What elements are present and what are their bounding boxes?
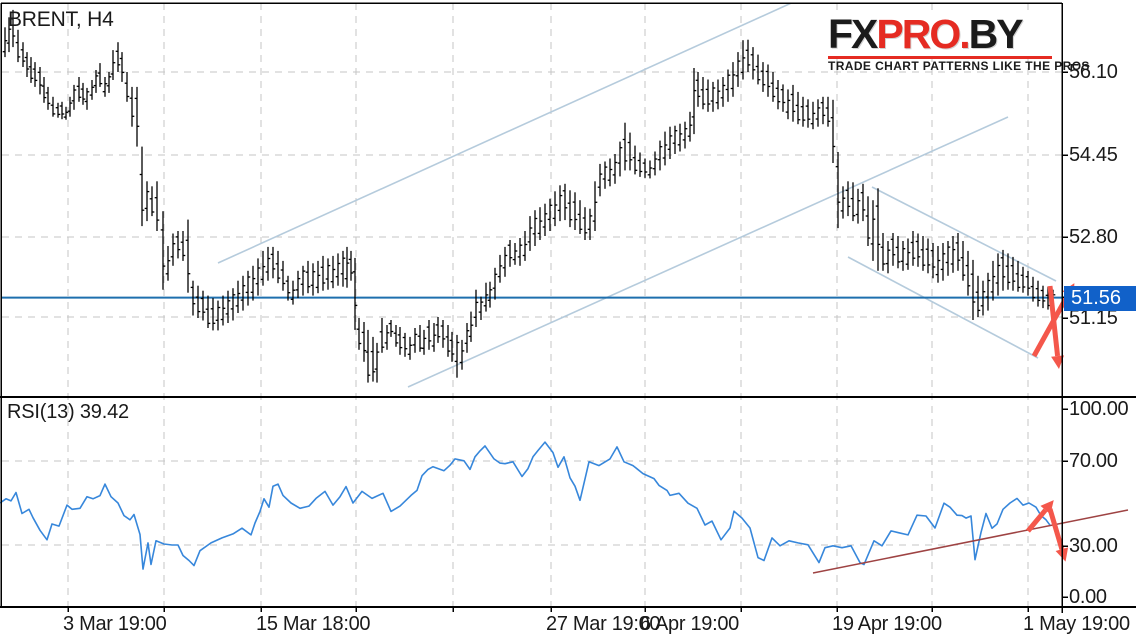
price-tick-label: 51.15 — [1069, 307, 1118, 329]
brand-dot: . — [959, 11, 970, 57]
brand-fx: FX — [828, 11, 878, 57]
current-price-badge: 51.56 — [1064, 286, 1136, 311]
brand-rule — [828, 56, 1052, 59]
time-tick-label: 6 Apr 19:00 — [640, 613, 740, 635]
rsi-tick-label: 30.00 — [1069, 535, 1118, 557]
gridlines — [2, 3, 1062, 607]
price-tick-label: 56.10 — [1069, 61, 1118, 83]
symbol-title: BRENT, H4 — [8, 8, 114, 31]
rsi-line — [0, 441, 1051, 570]
panel-borders — [0, 2, 1136, 613]
price-tick-label: 54.45 — [1069, 144, 1118, 166]
price-tick-label: 52.80 — [1069, 226, 1118, 248]
rsi-tick-label: 70.00 — [1069, 450, 1118, 472]
time-tick-label: 15 Mar 18:00 — [256, 613, 371, 635]
time-tick-label: 27 Mar 19:00 — [546, 613, 661, 635]
time-tick-label: 19 Apr 19:00 — [832, 613, 942, 635]
rsi-tick-label: 100.00 — [1069, 398, 1129, 420]
brand-tagline: TRADE CHART PATTERNS LIKE THE PROS — [828, 59, 1090, 73]
forecast-arrows — [1026, 283, 1075, 562]
brand-pro: PRO — [876, 11, 961, 57]
brand-wordmark: FXPRO.BY — [826, 12, 1052, 56]
trend-channel-lines — [217, 3, 1057, 388]
indicator-title: RSI(13) 39.42 — [7, 401, 129, 423]
brand-by: BY — [968, 11, 1024, 57]
time-tick-label: 3 Mar 19:00 — [63, 613, 167, 635]
brand-logo: FXPRO.BY TRADE CHART PATTERNS LIKE THE P… — [826, 12, 1090, 73]
rsi-tick-label: 0.00 — [1069, 586, 1107, 608]
rsi-trendline — [812, 509, 1129, 574]
price-bars — [2, 9, 1056, 383]
time-tick-label: 1 May 19:00 — [1023, 613, 1130, 635]
